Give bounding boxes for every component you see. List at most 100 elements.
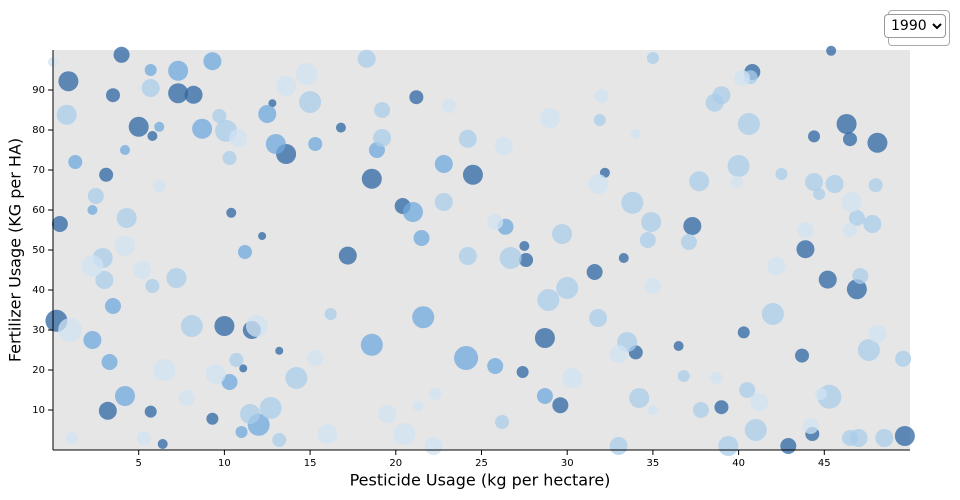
bubble	[166, 268, 187, 288]
bubble	[361, 168, 382, 189]
bubble	[826, 45, 837, 56]
bubble	[153, 180, 166, 192]
bubble	[178, 390, 195, 406]
y-tick-label: 50	[32, 245, 45, 256]
bubble	[516, 366, 529, 378]
bubble	[285, 367, 308, 389]
bubble	[802, 418, 819, 434]
bubble	[229, 353, 244, 367]
bubble	[744, 419, 767, 441]
bubble	[534, 328, 555, 348]
y-tick-label: 80	[32, 125, 45, 136]
bubble	[767, 257, 786, 275]
bubble	[737, 113, 760, 135]
bubble	[229, 129, 248, 147]
bubble	[393, 423, 416, 445]
bubble	[98, 401, 117, 420]
bubble	[487, 358, 504, 374]
bubble	[168, 60, 189, 81]
bubble	[259, 397, 282, 419]
x-tick-label: 5	[136, 458, 142, 469]
bubble	[795, 348, 810, 363]
bubble	[192, 118, 213, 139]
bubble	[324, 308, 337, 320]
bubble	[868, 178, 883, 193]
bubble	[536, 388, 553, 404]
bubble	[647, 405, 658, 415]
bubble	[593, 114, 606, 126]
bubble	[680, 234, 697, 250]
bubble	[848, 210, 865, 226]
bubble	[357, 49, 376, 68]
x-tick-label: 15	[304, 458, 317, 469]
bubble	[458, 247, 477, 265]
bubble	[317, 424, 338, 444]
bubble	[818, 270, 837, 289]
x-tick-label: 25	[475, 458, 488, 469]
bubble	[621, 191, 644, 214]
bubble	[499, 247, 522, 269]
bubble	[495, 415, 510, 429]
bubble	[780, 438, 797, 454]
y-tick-label: 30	[32, 325, 45, 336]
bubble	[836, 114, 857, 134]
bubble	[796, 240, 815, 259]
x-tick-label: 35	[647, 458, 660, 469]
x-tick-label: 20	[389, 458, 402, 469]
bubble	[413, 230, 430, 246]
bubble	[154, 121, 165, 132]
bubble	[454, 346, 479, 370]
bubble	[258, 105, 277, 123]
bubble	[265, 134, 286, 154]
bubble	[222, 151, 237, 165]
year-dropdown[interactable]: 1990	[884, 14, 946, 38]
bubble	[87, 205, 98, 215]
y-axis-label: Fertilizer Usage (KG per HA)	[6, 138, 25, 362]
bubble	[214, 316, 235, 336]
bubble	[258, 232, 267, 240]
bubble	[846, 279, 867, 300]
bubble	[180, 315, 203, 337]
bubble	[206, 412, 219, 425]
bubble	[462, 164, 483, 185]
bubble	[295, 63, 318, 85]
bubble	[588, 174, 609, 194]
bubble	[609, 437, 628, 455]
bubble	[683, 217, 702, 235]
bubble	[276, 76, 297, 96]
bubble	[556, 277, 579, 299]
bubble	[868, 325, 887, 343]
x-axis-label: Pesticide Usage (kg per hectare)	[350, 471, 611, 490]
bubble	[734, 70, 751, 86]
bubble	[714, 400, 729, 415]
bubble	[168, 83, 189, 104]
bubble	[552, 224, 573, 244]
bubble	[65, 432, 78, 444]
bubble	[378, 405, 397, 423]
bubble	[630, 129, 641, 139]
bubble	[83, 331, 102, 349]
bubble	[867, 132, 888, 153]
bubble	[58, 318, 83, 342]
bubble	[644, 278, 661, 294]
x-tick-label: 45	[818, 458, 831, 469]
bubble	[434, 193, 453, 211]
y-tick-label: 40	[32, 285, 45, 296]
bubble	[629, 388, 650, 408]
bubble	[402, 202, 423, 222]
bubble	[730, 176, 743, 188]
y-tick-label: 90	[32, 85, 45, 96]
bubble	[727, 155, 750, 177]
bubble	[537, 289, 560, 311]
bubble	[852, 268, 869, 284]
x-tick-label: 40	[732, 458, 745, 469]
bubble	[673, 341, 684, 351]
bubble	[712, 86, 731, 105]
bubble	[540, 108, 561, 128]
bubble	[308, 137, 323, 151]
bubble	[434, 155, 453, 173]
bubble	[87, 188, 104, 204]
bubble	[808, 130, 821, 143]
bubble	[105, 88, 120, 103]
